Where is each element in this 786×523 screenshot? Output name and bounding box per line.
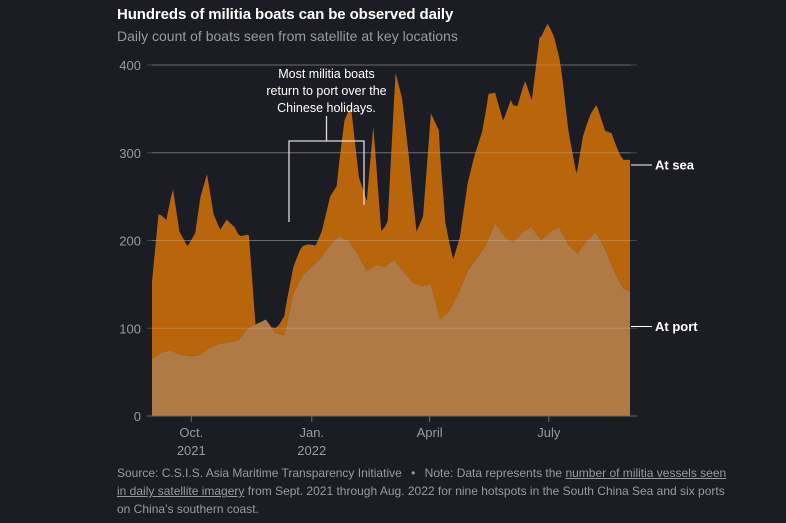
y-tick-label: 300 — [119, 146, 141, 161]
y-tick-label: 200 — [119, 234, 141, 249]
area-at-port — [152, 222, 630, 416]
chart-subtitle: Daily count of boats seen from satellite… — [117, 28, 458, 44]
y-axis: 0 100 200 300 400 — [119, 58, 141, 424]
y-tick-label: 400 — [119, 58, 141, 73]
areas — [152, 23, 630, 416]
series-label: At sea — [655, 158, 695, 173]
area-at-sea — [152, 23, 630, 359]
footer-note-prefix: Note: Data represents the — [424, 466, 563, 480]
footer-note-link[interactable]: number of militia vessels seen in daily … — [117, 466, 727, 498]
x-tick-label: Jan. — [299, 425, 324, 440]
x-axis: Oct. 2021 Jan. 2022 April July — [147, 415, 637, 458]
footer-note: Source: C.S.I.S. Asia Maritime Transpare… — [117, 464, 737, 518]
y-tick-label: 0 — [134, 409, 141, 424]
x-tick-label: July — [537, 425, 561, 440]
chart-title: Hundreds of militia boats can be observe… — [117, 6, 454, 23]
annotation-line-3: Chinese holidays. — [277, 101, 376, 115]
footer-note-suffix: from Sept. 2021 through Aug. 2022 for ni… — [117, 484, 725, 516]
x-tick-label: Oct. — [179, 425, 203, 440]
y-tick-label: 100 — [119, 321, 141, 336]
annotation-line-1: Most militia boats — [278, 67, 375, 81]
annotation-line-2: return to port over the — [266, 84, 386, 98]
x-tick-sublabel: 2022 — [297, 443, 326, 458]
footer-separator: • — [411, 466, 416, 480]
x-tick-label: April — [417, 425, 443, 440]
series-labels: At sea At port — [631, 158, 698, 334]
holiday-annotation: Most militia boats return to port over t… — [266, 67, 387, 222]
footer-source: Source: C.S.I.S. Asia Maritime Transpare… — [117, 466, 402, 480]
annotation-bracket — [288, 116, 365, 222]
series-label: At port — [655, 319, 698, 334]
x-tick-sublabel: 2021 — [177, 443, 206, 458]
